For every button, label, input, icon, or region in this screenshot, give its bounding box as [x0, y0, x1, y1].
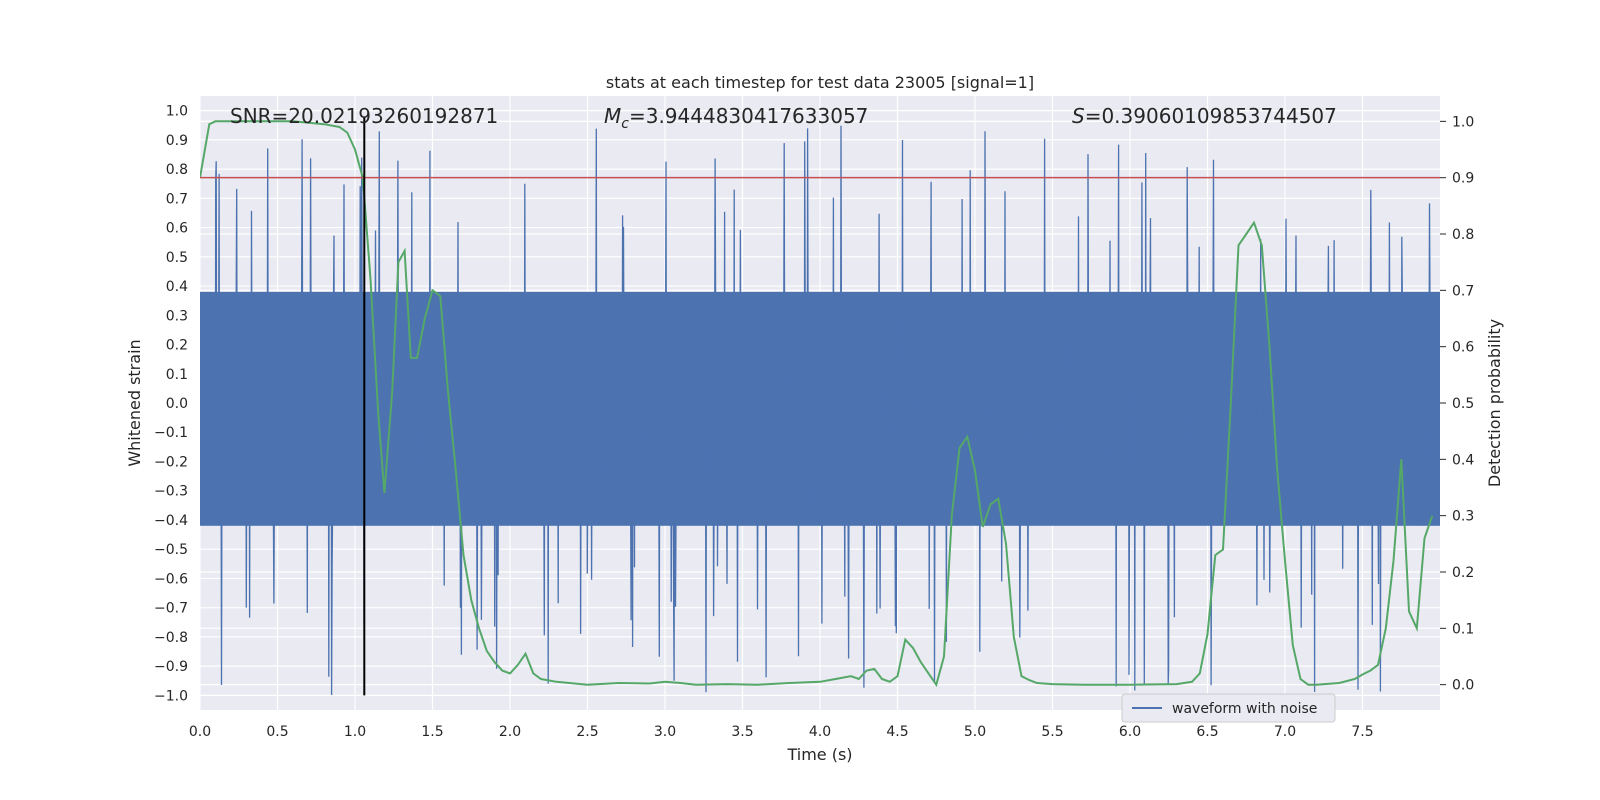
- y-tick-label: −0.8: [154, 630, 188, 646]
- y2-tick-label: 0.3: [1452, 509, 1474, 525]
- x-tick-label: 5.5: [1041, 724, 1063, 740]
- y2-tick-label: 0.0: [1452, 678, 1474, 694]
- x-tick-label: 7.5: [1351, 724, 1373, 740]
- y2-tick-label: 0.5: [1452, 396, 1474, 412]
- x-tick-label: 1.5: [421, 724, 443, 740]
- y-tick-label: 1.0: [166, 104, 188, 120]
- y-tick-label: 0.8: [166, 162, 188, 178]
- y-tick-label: −1.0: [154, 688, 188, 704]
- y-tick-label: −0.6: [154, 571, 188, 587]
- y-tick-label: 0.7: [166, 191, 188, 207]
- y2-tick-label: 0.7: [1452, 283, 1474, 299]
- y-tick-label: 0.1: [166, 367, 188, 383]
- y-tick-label: 0.6: [166, 221, 188, 237]
- x-tick-label: 1.0: [344, 724, 366, 740]
- y-tick-label: 0.0: [166, 396, 188, 412]
- legend-box: [1121, 693, 1336, 723]
- mc-symbol: M: [604, 104, 621, 128]
- y2-tick-label: 1.0: [1452, 114, 1474, 130]
- x-tick-label: 6.0: [1119, 724, 1141, 740]
- x-tick-label: 5.0: [964, 724, 986, 740]
- y-tick-label: 0.4: [166, 279, 188, 295]
- x-tick-label: 0.0: [189, 724, 211, 740]
- legend-label-waveform: waveform with noise: [1172, 701, 1317, 717]
- y2-tick-label: 0.4: [1452, 452, 1474, 468]
- x-axis-label: Time (s): [786, 745, 852, 764]
- x-tick-label: 7.0: [1274, 724, 1296, 740]
- y-tick-label: 0.3: [166, 308, 188, 324]
- legend: waveform with noise: [1121, 693, 1336, 723]
- chirp-mass-annotation: Mc=3.9444830417633057: [604, 104, 868, 132]
- x-tick-label: 4.5: [886, 724, 908, 740]
- y2-tick-label: 0.9: [1452, 171, 1474, 187]
- snr-annotation: SNR=20.02193260192871: [230, 104, 498, 128]
- waveform-line: [200, 125, 1440, 696]
- y2-tick-label: 0.2: [1452, 565, 1474, 581]
- s-symbol: S: [1072, 104, 1085, 128]
- detection-probability-line: [200, 120, 1434, 688]
- x-tick-label: 2.0: [499, 724, 521, 740]
- spin-annotation: S=0.39060109853744507: [1072, 104, 1337, 128]
- x-tick-label: 3.5: [731, 724, 753, 740]
- y2-axis-label: Detection probability: [1485, 319, 1504, 487]
- chart-title: stats at each timestep for test data 230…: [606, 73, 1034, 92]
- y-tick-label: −0.2: [154, 454, 188, 470]
- x-tick-label: 2.5: [576, 724, 598, 740]
- x-tick-label: 4.0: [809, 724, 831, 740]
- y-tick-label: 0.2: [166, 338, 188, 354]
- y2-tick-label: 0.1: [1452, 621, 1474, 637]
- y-tick-label: −0.9: [154, 659, 188, 675]
- y2-tick-label: 0.8: [1452, 227, 1474, 243]
- y-axis-label: Whitened strain: [125, 339, 144, 466]
- y-tick-label: −0.1: [154, 425, 188, 441]
- y-tick-labels: 1.0 0.9 0.8 0.7 0.6 0.5 0.4 0.3 0.2 0.1 0.0 −0.1 −0.…: [154, 104, 188, 705]
- y2-tick-label: 0.6: [1452, 340, 1474, 356]
- y-tick-label: −0.4: [154, 513, 188, 529]
- y-tick-label: 0.5: [166, 250, 188, 266]
- x-tick-label: 0.5: [266, 724, 288, 740]
- x-tick-labels: 0.0 0.5 1.0 1.5 2.0 2.5 3.0 3.5 4.0 4.5 5.0 5.5 6.0 6…: [189, 724, 1374, 740]
- x-tick-label: 3.0: [654, 724, 676, 740]
- mc-value: =3.9444830417633057: [629, 104, 868, 128]
- y-tick-label: −0.5: [154, 542, 188, 558]
- x-tick-label: 6.5: [1196, 724, 1218, 740]
- s-value: =0.39060109853744507: [1085, 104, 1337, 128]
- y-tick-label: −0.7: [154, 601, 188, 617]
- y-tick-label: −0.3: [154, 484, 188, 500]
- y2-tick-labels: 1.0 0.9 0.8 0.7 0.6 0.5 0.4 0.3 0.2 0.1 0.0: [1440, 114, 1474, 694]
- y-tick-label: 0.9: [166, 133, 188, 149]
- mc-subscript: c: [621, 116, 629, 132]
